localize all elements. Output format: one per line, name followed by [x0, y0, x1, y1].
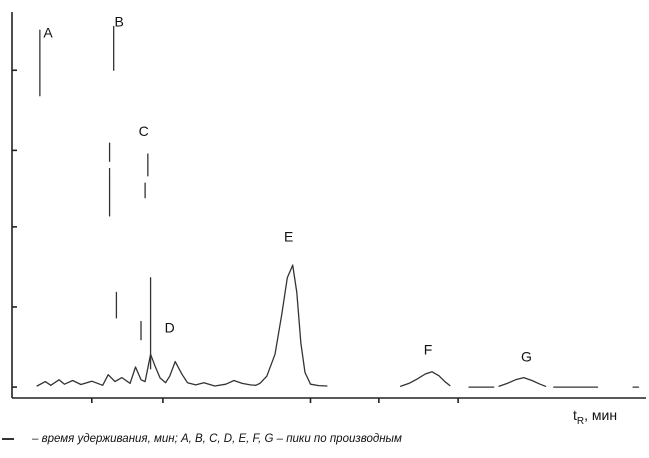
trace-segment	[36, 264, 328, 387]
chromatogram-chart: A B C D E F G tR, мин	[11, 12, 646, 427]
peak-label-g: G	[521, 349, 532, 365]
peak-label-e: E	[284, 228, 293, 244]
x-axis-subscript: R	[577, 416, 584, 427]
caption-dash-icon	[2, 437, 14, 440]
x-axis-label: tR, мин	[573, 407, 617, 427]
chart-axes	[11, 12, 646, 403]
trace-segment	[498, 376, 547, 387]
peak-labels: A B C D E F G	[43, 14, 532, 365]
peak-label-c: C	[139, 123, 149, 139]
peak-label-d: D	[165, 319, 175, 335]
chromatogram-trace	[36, 25, 640, 388]
trace-segment	[400, 371, 451, 387]
peak-label-b: B	[114, 14, 123, 30]
peak-label-a: A	[43, 24, 53, 40]
peak-label-f: F	[424, 341, 433, 357]
x-axis-symbol: t	[573, 407, 577, 423]
caption-text: – время удерживания, мин; A, B, C, D, E,…	[32, 433, 402, 445]
x-axis-unit: , мин	[584, 407, 617, 423]
figure-caption: – время удерживания, мин; A, B, C, D, E,…	[0, 433, 649, 455]
